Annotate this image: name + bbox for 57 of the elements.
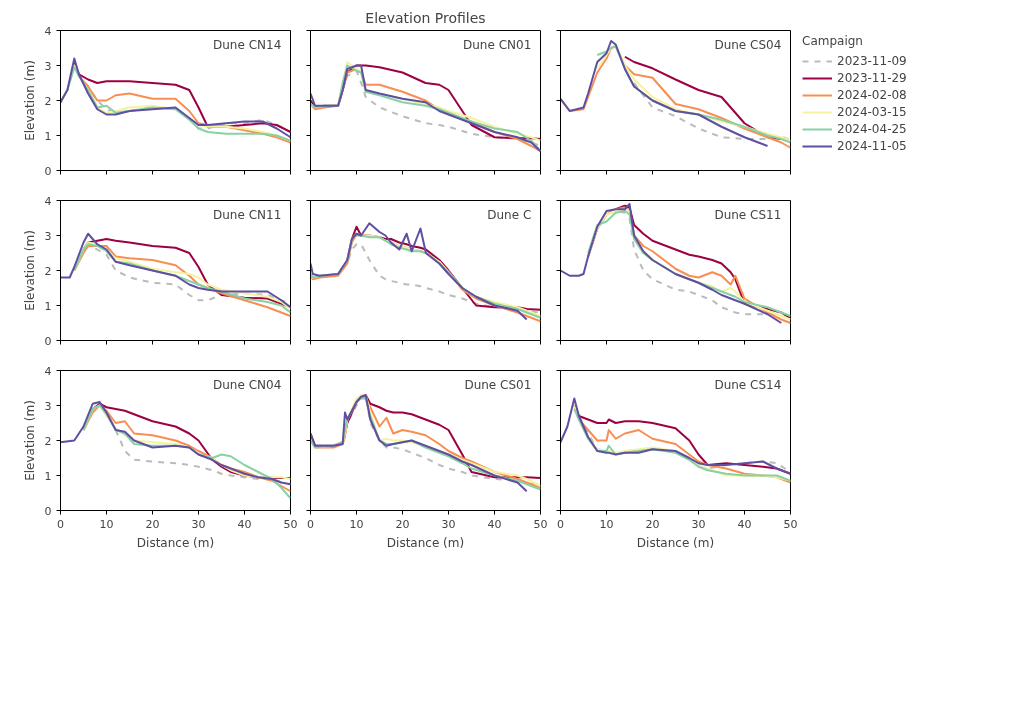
y-tick-label: 4 [44,194,52,208]
y-tick-label: 1 [44,299,52,313]
x-tick-label: 0 [557,517,564,531]
legend-label: 2024-11-05 [837,138,907,154]
legend-label: 2024-03-15 [837,104,907,120]
y-tick-label: 2 [44,264,52,278]
x-tick-label: 10 [349,517,364,531]
text: Dune CN04 [213,377,282,392]
y-axis-title: Elevation (m) [22,400,37,481]
text: Dune CS11 [714,207,782,222]
y-tick-label: 0 [44,164,52,178]
y-tick-label: 3 [44,399,52,413]
y-tick-label: 1 [44,469,52,483]
y-axis-title: Elevation (m) [22,60,37,141]
x-tick-label: 50 [783,517,798,531]
x-tick-label: 40 [737,517,752,531]
legend-label: 2024-02-08 [837,87,907,103]
line-series [60,232,291,309]
x-tick-label: 20 [395,517,410,531]
y-tick-label: 2 [44,94,52,108]
text: Dune CS14 [714,377,782,392]
y-tick-label: 4 [44,364,52,378]
text: Dune CS04 [714,37,782,52]
y-tick-label: 3 [44,229,52,243]
text: Dune CN14 [213,37,282,52]
x-tick-label: 40 [487,517,502,531]
y-tick-label: 0 [44,504,52,518]
y-tick-label: 3 [44,59,52,73]
x-tick-label: 50 [283,517,298,531]
legend-label: 2024-04-25 [837,121,907,137]
text: Elevation Profiles [365,9,486,26]
x-tick-label: 0 [307,517,314,531]
y-tick-label: 0 [44,334,52,348]
x-tick-label: 30 [691,517,706,531]
text: Dune CN01 [463,37,532,52]
y-tick-label: 4 [44,24,52,38]
x-tick-label: 20 [645,517,660,531]
legend-label: 2023-11-29 [837,70,907,86]
y-tick-label: 2 [44,434,52,448]
legend-title: Campaign [802,34,864,48]
y-tick-label: 1 [44,129,52,143]
y-axis-title: Elevation (m) [22,230,37,311]
x-tick-label: 10 [99,517,114,531]
text: Dune C [487,207,532,222]
x-tick-label: 0 [57,517,64,531]
text: Dune CN11 [213,207,282,222]
x-tick-label: 40 [237,517,252,531]
x-axis-title: Distance (m) [386,535,465,550]
x-tick-label: 10 [599,517,614,531]
x-tick-label: 30 [441,517,456,531]
x-axis-title: Distance (m) [136,535,215,550]
x-axis-title: Distance (m) [636,535,715,550]
x-tick-label: 20 [145,517,160,531]
x-tick-label: 30 [191,517,206,531]
text: Dune CS01 [464,377,532,392]
legend-label: 2023-11-09 [837,53,907,69]
x-tick-label: 50 [533,517,548,531]
